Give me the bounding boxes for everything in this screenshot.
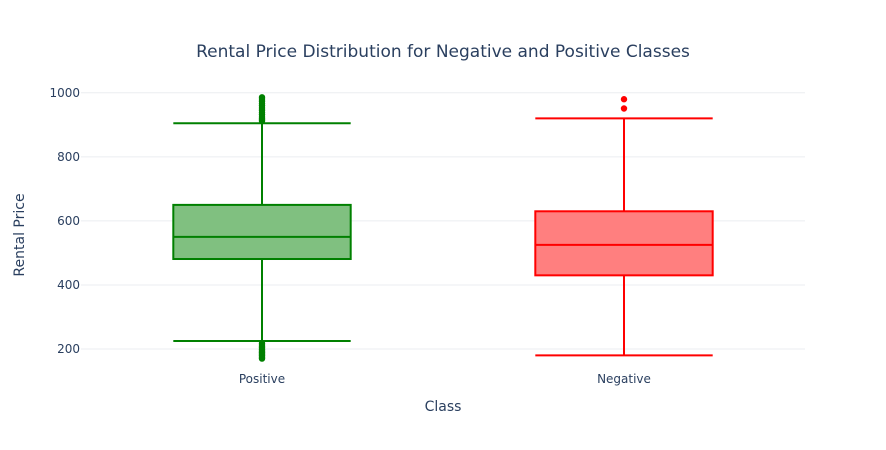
- x-axis-ticks: Positive Negative: [239, 372, 651, 386]
- y-tick-label-600: 600: [57, 214, 80, 228]
- y-tick-label-400: 400: [57, 278, 80, 292]
- outlier-point-negative: [621, 105, 627, 111]
- outlier-point-positive: [259, 94, 265, 100]
- y-tick-label-800: 800: [57, 150, 80, 164]
- box-positive: [173, 94, 350, 362]
- y-axis-title: Rental Price: [12, 193, 28, 276]
- outlier-point-positive: [259, 340, 265, 346]
- chart-title: Rental Price Distribution for Negative a…: [196, 42, 690, 62]
- y-axis-ticks: 200 400 600 800 1000: [49, 86, 80, 356]
- iqr-box-negative: [535, 211, 712, 275]
- y-tick-label-200: 200: [57, 342, 80, 356]
- x-axis-title: Class: [425, 399, 462, 415]
- iqr-box-positive: [173, 205, 350, 259]
- box-negative: [535, 96, 712, 355]
- plot-area: [173, 94, 712, 362]
- x-tick-label-positive: Positive: [239, 372, 285, 386]
- x-tick-label-negative: Negative: [597, 372, 651, 386]
- y-tick-label-1000: 1000: [49, 86, 80, 100]
- outlier-point-negative: [621, 96, 627, 102]
